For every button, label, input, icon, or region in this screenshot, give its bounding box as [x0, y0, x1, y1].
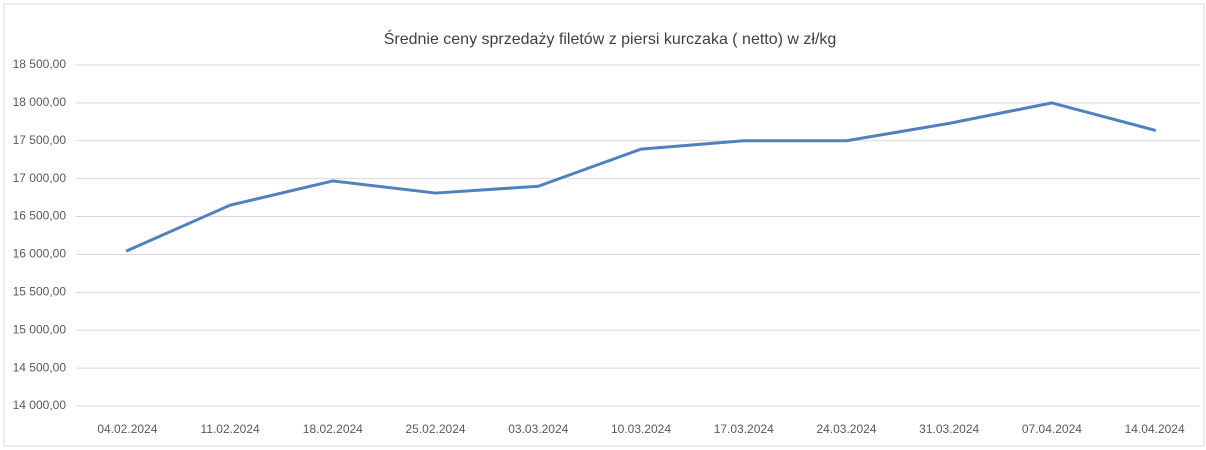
x-tick-label: 17.03.2024	[714, 422, 774, 436]
y-tick-label: 17 500,00	[13, 133, 67, 147]
x-tick-label: 04.02.2024	[97, 422, 157, 436]
y-tick-label: 15 500,00	[13, 285, 67, 299]
y-tick-label: 16 000,00	[13, 247, 67, 261]
y-tick-label: 15 000,00	[13, 322, 67, 336]
y-tick-label: 18 000,00	[13, 95, 67, 109]
y-tick-label: 14 000,00	[13, 398, 67, 412]
x-tick-label: 03.03.2024	[508, 422, 568, 436]
x-tick-label: 18.02.2024	[303, 422, 363, 436]
chart-border	[3, 3, 1205, 447]
y-tick-label: 17 000,00	[13, 171, 67, 185]
x-tick-label: 10.03.2024	[611, 422, 671, 436]
x-tick-label: 24.03.2024	[816, 422, 876, 436]
y-tick-label: 14 500,00	[13, 360, 67, 374]
x-tick-label: 11.02.2024	[201, 422, 260, 436]
data-line	[125, 101, 1157, 253]
x-tick-label: 14.04.2024	[1125, 422, 1185, 436]
x-tick-label: 07.04.2024	[1022, 422, 1082, 436]
y-tick-label: 16 500,00	[13, 209, 67, 223]
x-tick-label: 31.03.2024	[919, 422, 979, 436]
y-tick-label: 18 500,00	[13, 57, 67, 71]
chart-title: Średnie ceny sprzedaży filetów z piersi …	[384, 29, 837, 48]
x-tick-label: 25.02.2024	[406, 422, 466, 436]
